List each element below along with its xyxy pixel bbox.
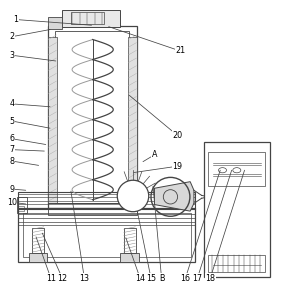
Bar — [32, 228, 44, 253]
Text: 9: 9 — [9, 185, 15, 194]
Text: 11: 11 — [46, 274, 56, 283]
Bar — [48, 26, 137, 208]
Bar — [23, 213, 191, 257]
Bar — [62, 10, 120, 27]
Text: 4: 4 — [9, 99, 15, 108]
Text: 3: 3 — [9, 51, 15, 60]
Text: 16: 16 — [180, 274, 190, 283]
Bar — [18, 206, 24, 211]
Bar — [208, 152, 265, 186]
Bar — [208, 255, 265, 272]
Bar — [55, 31, 129, 203]
Text: 19: 19 — [172, 162, 182, 171]
Text: 21: 21 — [175, 46, 185, 56]
Bar — [18, 192, 195, 209]
Bar — [128, 37, 137, 203]
Text: 1: 1 — [13, 15, 18, 24]
Bar — [48, 37, 57, 203]
Bar — [17, 196, 27, 213]
Bar — [71, 13, 104, 24]
Polygon shape — [154, 182, 194, 211]
Bar — [124, 228, 136, 253]
Text: 14: 14 — [135, 274, 145, 283]
Text: 17: 17 — [192, 274, 202, 283]
Bar — [204, 142, 270, 278]
Bar — [29, 253, 47, 262]
Text: 15: 15 — [146, 274, 156, 283]
Bar — [18, 208, 195, 262]
Circle shape — [117, 180, 149, 212]
Bar — [48, 203, 137, 215]
Text: 7: 7 — [9, 145, 15, 154]
Text: 13: 13 — [80, 274, 89, 283]
Text: 20: 20 — [172, 131, 182, 140]
Text: B: B — [159, 274, 164, 283]
Text: 12: 12 — [57, 274, 67, 283]
Text: 18: 18 — [205, 274, 215, 283]
Text: 10: 10 — [7, 198, 17, 207]
Text: A: A — [152, 150, 157, 159]
Text: 5: 5 — [9, 117, 15, 126]
Text: 6: 6 — [9, 134, 15, 143]
Text: 2: 2 — [9, 32, 15, 41]
Bar — [120, 253, 139, 262]
Bar — [48, 17, 62, 29]
Text: 8: 8 — [9, 156, 15, 166]
